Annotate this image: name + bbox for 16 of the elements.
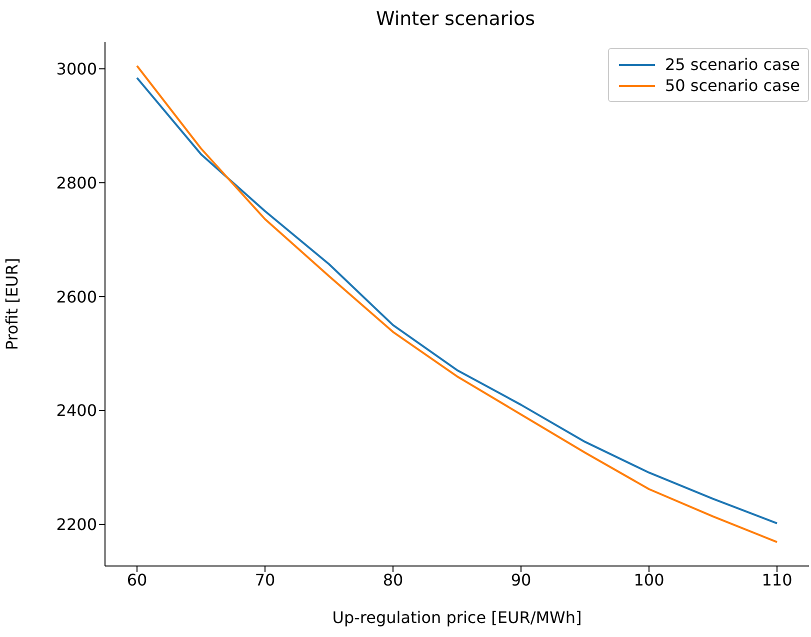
x-tick-label: 80 [382, 570, 404, 590]
y-tick-label: 2800 [56, 173, 97, 192]
chart-title: Winter scenarios [374, 8, 536, 30]
y-axis-title: Profit [EUR] [2, 258, 22, 350]
y-tick-label: 2600 [56, 287, 97, 306]
x-tick-label: 90 [510, 570, 532, 590]
x-tick-label: 100 [634, 570, 664, 590]
legend-label: 25 scenario case [664, 55, 800, 74]
x-tick-label: 110 [762, 570, 792, 590]
x-tick-label: 70 [254, 570, 276, 590]
x-tick-label: 60 [126, 570, 148, 590]
x-axis-title: Up-regulation price [EUR/MWh] [332, 608, 582, 627]
y-tick-label: 3000 [56, 59, 97, 78]
y-tick-label: 2400 [56, 401, 97, 420]
legend-label: 50 scenario case [664, 76, 800, 95]
y-tick-label: 2200 [56, 515, 97, 534]
